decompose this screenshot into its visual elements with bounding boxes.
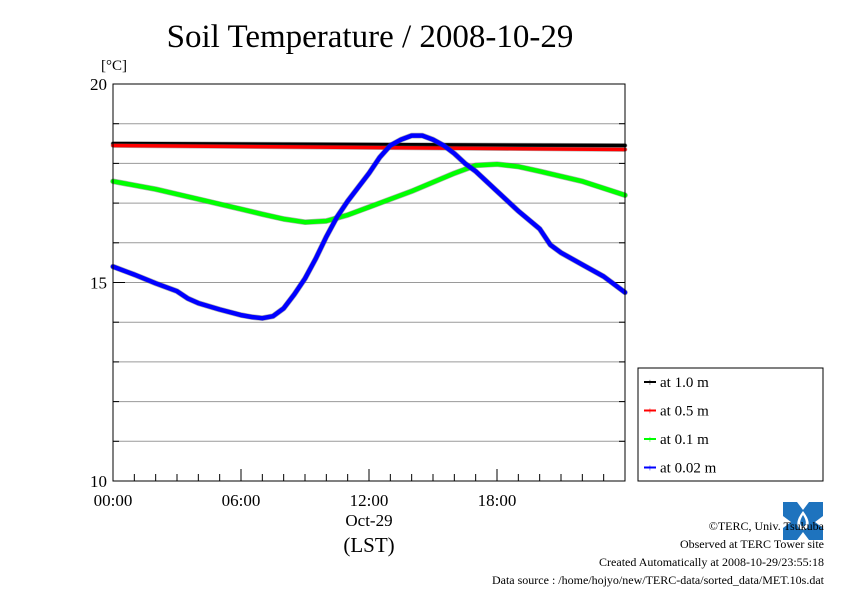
legend-marker: + xyxy=(647,378,653,389)
series-line-4 xyxy=(110,133,628,321)
series-line-2 xyxy=(111,143,627,152)
y-axis-label: [°C] xyxy=(101,58,127,74)
y-tick-label: 15 xyxy=(90,274,107,293)
y-tick-labels: 10 15 20 xyxy=(90,75,107,491)
legend-label: at 0.1 m xyxy=(660,432,709,448)
chart-title: Soil Temperature / 2008-10-29 xyxy=(167,19,574,55)
x-tick-label: 06:00 xyxy=(222,491,261,510)
plot-frame xyxy=(112,83,626,482)
legend-label: at 0.5 m xyxy=(660,404,709,420)
credit-site: Observed at TERC Tower site xyxy=(679,537,824,551)
terc-logo-icon xyxy=(783,502,823,545)
x-date-label: Oct-29 xyxy=(345,511,392,530)
x-tick-label: 18:00 xyxy=(478,491,517,510)
legend: + at 1.0 m + at 0.5 m + at 0.1 m + at 0.02 m xyxy=(637,367,824,482)
credit-created: Created Automatically at 2008-10-29/23:5… xyxy=(599,555,824,569)
series-line-3 xyxy=(110,161,628,225)
grid-lines xyxy=(113,123,625,442)
legend-box xyxy=(637,367,824,482)
y-tick-label: 10 xyxy=(90,472,107,491)
x-axis-label: (LST) xyxy=(343,533,394,557)
x-tick-label: 12:00 xyxy=(350,491,389,510)
legend-marker: + xyxy=(647,407,653,418)
credit-copyright: ©TERC, Univ. Tsukuba xyxy=(708,519,824,533)
x-tick-label: 00:00 xyxy=(94,491,133,510)
legend-label: at 0.02 m xyxy=(660,461,717,477)
series-line-1 xyxy=(111,141,627,148)
y-tick-label: 20 xyxy=(90,75,107,94)
series-lines xyxy=(110,132,628,322)
legend-marker: + xyxy=(647,464,653,475)
legend-label: at 1.0 m xyxy=(660,375,709,391)
credit-source: Data source : /home/hojyo/new/TERC-data/… xyxy=(491,573,824,587)
legend-marker: + xyxy=(647,435,653,446)
x-tick-labels: 00:00 06:00 12:00 18:00 xyxy=(94,491,517,510)
